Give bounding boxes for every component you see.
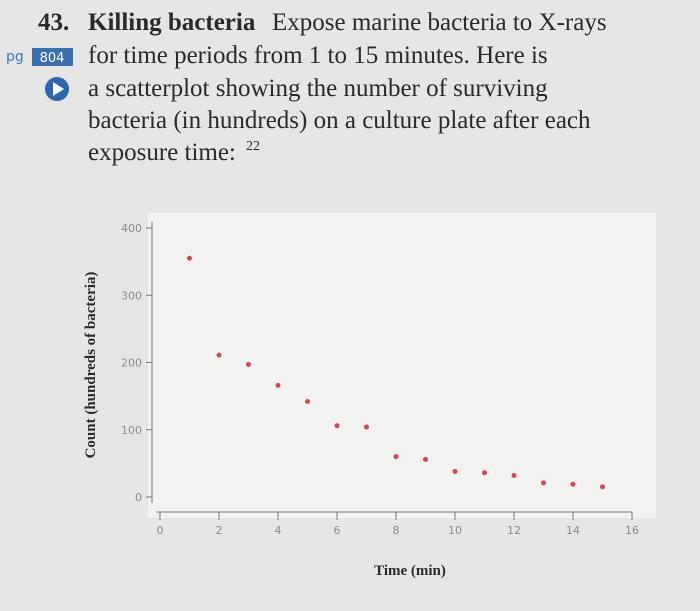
text-line: for time periods from 1 to 15 minutes. H… — [88, 42, 548, 69]
point — [334, 423, 340, 429]
problem-title: Killing bacteria — [88, 9, 256, 36]
y-tick-label: 300 — [121, 289, 142, 302]
footnote: 22 — [246, 139, 260, 154]
y-tick-label: 100 — [121, 424, 142, 437]
plot-area — [148, 213, 656, 518]
point — [600, 484, 605, 490]
point — [216, 352, 222, 358]
text-line: exposure time: — [88, 139, 236, 166]
x-axis-title: Time (min) — [374, 563, 446, 579]
x-tick-label: 6 — [334, 524, 341, 537]
point — [511, 472, 517, 478]
text-line: bacteria (in hundreds) on a culture plat… — [88, 107, 591, 134]
y-tick-label: 0 — [135, 491, 142, 504]
problem-number: 43. — [38, 9, 69, 36]
y-axis-title: Count (hundreds of bacteria) — [83, 272, 99, 459]
page-ref-prefix: pg — [6, 49, 24, 65]
x-tick-label: 14 — [566, 524, 580, 537]
point — [393, 454, 399, 460]
point — [305, 399, 310, 405]
point — [482, 470, 487, 476]
y-tick-label: 200 — [121, 357, 142, 370]
text-line: a scatterplot showing the number of surv… — [88, 75, 548, 102]
point — [541, 480, 546, 486]
point — [570, 481, 576, 487]
point — [364, 424, 369, 430]
x-tick-label: 16 — [625, 524, 639, 537]
page-ref-box — [32, 48, 73, 66]
point — [275, 382, 281, 388]
play-arrow — [53, 82, 64, 96]
text-line: Expose marine bacteria to X-rays — [272, 9, 607, 36]
x-tick-label: 10 — [448, 524, 462, 537]
x-tick-label: 0 — [157, 524, 164, 537]
x-tick-label: 8 — [393, 524, 400, 537]
point — [246, 362, 251, 368]
point — [423, 456, 428, 462]
x-tick-label: 12 — [507, 524, 521, 537]
point — [452, 468, 458, 474]
y-tick-label: 400 — [121, 222, 142, 235]
point — [187, 255, 192, 261]
x-tick-label: 2 — [216, 524, 223, 537]
page-ref-number: 804 — [40, 51, 65, 66]
x-tick-label: 4 — [275, 524, 282, 537]
